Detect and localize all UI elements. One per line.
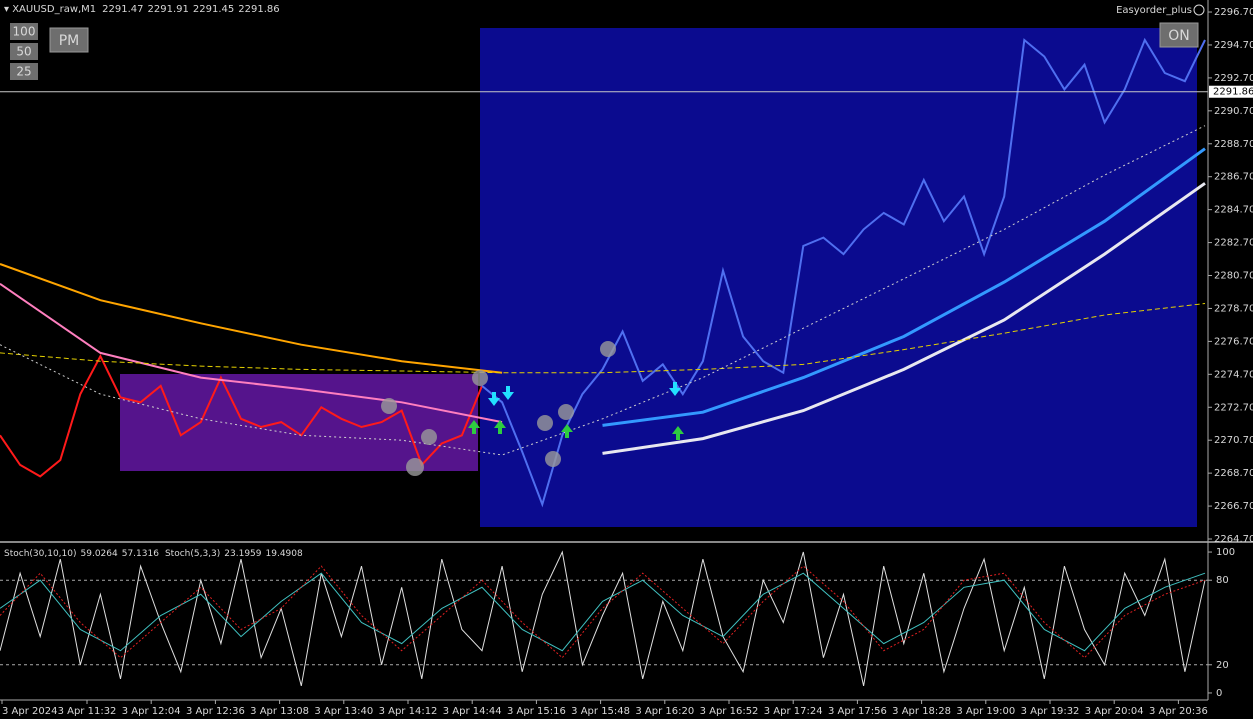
pm-button[interactable]	[49, 27, 89, 53]
y-tick-label: 2278.70	[1214, 303, 1253, 314]
series-line	[602, 182, 1206, 455]
sell-arrow	[502, 386, 514, 400]
signal	[545, 451, 561, 467]
y-tick-label: 2286.70	[1214, 172, 1253, 183]
current-price-label: 2291.86	[1213, 87, 1253, 98]
y-tick-label: 2290.70	[1214, 106, 1253, 117]
y-tick-label: 100	[1216, 547, 1235, 558]
buy-arrow	[494, 420, 506, 434]
symbol: XAUUSD_raw,M1	[12, 4, 96, 15]
sell-arrow	[488, 392, 500, 406]
signal	[421, 429, 437, 445]
series-line	[0, 125, 1206, 456]
indicator-name: Stoch(30,10,10)	[4, 549, 77, 559]
x-tick-label: 3 Apr 16:20	[635, 706, 694, 717]
series-line	[0, 550, 1206, 687]
x-tick-label: 3 Apr 20:36	[1149, 706, 1208, 717]
pm-label: PM	[59, 33, 80, 49]
current-price-box	[1209, 85, 1253, 98]
y-tick-label: 20	[1216, 660, 1229, 671]
x-tick-label: 3 Apr 12:04	[122, 706, 181, 717]
y-tick-label: 2280.70	[1214, 271, 1253, 282]
signal	[600, 341, 616, 357]
series-line	[0, 572, 1206, 652]
open: 2291.47	[102, 4, 143, 15]
series-line	[602, 147, 1206, 427]
buy-arrow	[561, 424, 573, 438]
signal	[472, 370, 488, 386]
y-tick-label: 2274.70	[1214, 369, 1253, 380]
y-tick-label: 2266.70	[1214, 501, 1253, 512]
lot-button[interactable]	[10, 23, 38, 40]
indicator-value: 23.1959	[224, 549, 261, 559]
y-tick-label: 2292.70	[1214, 73, 1253, 84]
on-button[interactable]	[1159, 22, 1199, 48]
y-tick-label: 80	[1216, 575, 1229, 586]
y-tick-label: 0	[1216, 688, 1222, 699]
indicator-value: 57.1316	[122, 549, 159, 559]
series-line	[481, 37, 1206, 508]
series-line	[0, 303, 1206, 374]
x-tick-label: 3 Apr 11:32	[58, 706, 117, 717]
x-tick-label: 3 Apr 19:32	[1021, 706, 1080, 717]
lot-button[interactable]	[10, 63, 38, 80]
close: 2291.86	[238, 4, 279, 15]
lot-label: 50	[16, 45, 31, 59]
session-zone	[480, 28, 1197, 527]
x-tick-label: 3 Apr 16:52	[700, 706, 759, 717]
series-line	[0, 353, 483, 478]
signal	[406, 458, 424, 476]
x-tick-label: 3 Apr 20:04	[1085, 706, 1144, 717]
y-tick-label: 2294.70	[1214, 40, 1253, 51]
lot-label: 100	[13, 25, 36, 39]
x-tick-label: 3 Apr 14:44	[443, 706, 502, 717]
plots	[0, 37, 1208, 687]
signal	[537, 415, 553, 431]
y-tick-label: 2296.70	[1214, 7, 1253, 18]
y-tick-label: 2288.70	[1214, 139, 1253, 150]
chart-header: ▾ XAUUSD_raw,M1 2291.47 2291.91 2291.45 2291…	[4, 4, 280, 15]
x-tick-label: 3 Apr 13:08	[250, 706, 309, 717]
buy-arrow	[672, 426, 684, 440]
x-tick-label: 3 Apr 19:00	[956, 706, 1015, 717]
lot-button[interactable]	[10, 43, 38, 60]
lot-buttons: 100 50 25 PM ON	[10, 22, 1199, 80]
on-label: ON	[1168, 28, 1190, 44]
indicator-value: 19.4908	[266, 549, 303, 559]
y-tick-label: 2284.70	[1214, 205, 1253, 216]
signal	[381, 398, 397, 414]
lot-label: 25	[16, 65, 31, 79]
low: 2291.45	[193, 4, 234, 15]
y-tick-label: 2264.70	[1214, 534, 1253, 545]
x-tick-label: 3 Apr 18:28	[892, 706, 951, 717]
buy-arrow	[468, 420, 480, 434]
sell-arrow	[669, 382, 681, 396]
signal	[558, 404, 574, 420]
series-line	[0, 263, 503, 374]
x-tick-label: 3 Apr 12:36	[186, 706, 245, 717]
x-tick-label: 3 Apr 14:12	[379, 706, 438, 717]
y-tick-label: 2270.70	[1214, 435, 1253, 446]
markers	[381, 341, 684, 476]
indicator-header: Stoch(30,10,10) 59.0264 57.1316 Stoch(5,3,3…	[4, 549, 303, 559]
x-tick-label: 3 Apr 2024	[2, 706, 57, 717]
expert-icon	[1193, 4, 1205, 16]
high: 2291.91	[148, 4, 189, 15]
y-tick-label: 2268.70	[1214, 468, 1253, 479]
x-tick-label: 3 Apr 13:40	[314, 706, 373, 717]
x-tick-label: 3 Apr 15:16	[507, 706, 566, 717]
y-tick-label: 2276.70	[1214, 336, 1253, 347]
y-tick-label: 2282.70	[1214, 238, 1253, 249]
indicator-name: Stoch(5,3,3)	[165, 549, 220, 559]
x-tick-label: 3 Apr 17:56	[828, 706, 887, 717]
x-tick-label: 3 Apr 15:48	[571, 706, 630, 717]
series-line	[0, 282, 503, 424]
indicator-value: 59.0264	[81, 549, 118, 559]
x-tick-label: 3 Apr 17:24	[764, 706, 823, 717]
y-tick-label: 2272.70	[1214, 402, 1253, 413]
expert-name: Easyorder_plus	[1116, 5, 1192, 16]
